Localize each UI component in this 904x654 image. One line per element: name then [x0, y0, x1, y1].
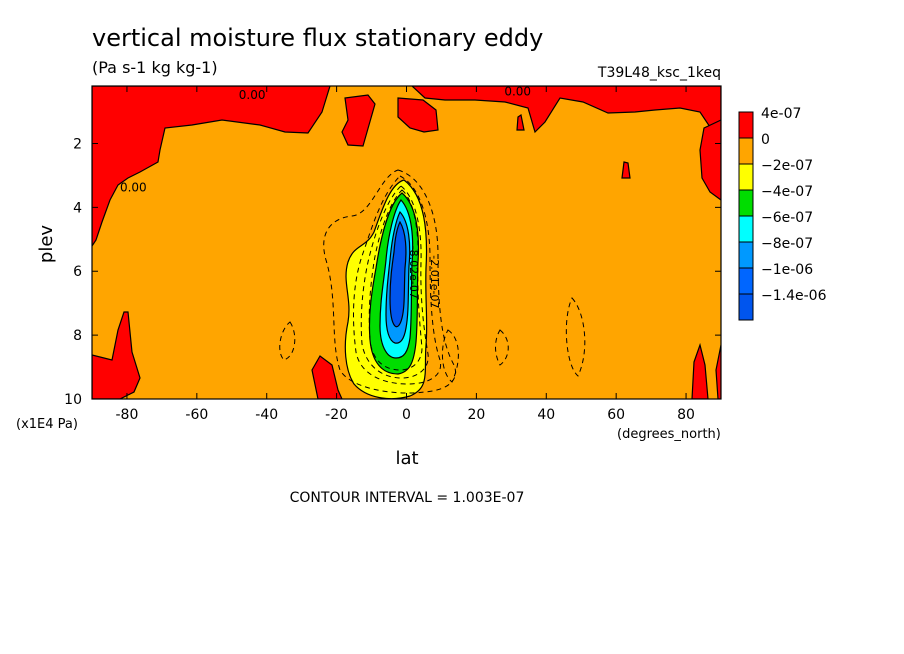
x-tick-label: -80 [116, 407, 139, 423]
deep-blue-core [389, 220, 407, 328]
contour-label: -2.01e-07 [428, 255, 441, 308]
color-legend: 4e-07 0 −2e-07 −4e-07 −6e-07 −8e-07 −1e-06 −1.4… [738, 106, 827, 321]
legend-label: −1e-06 [761, 262, 813, 278]
contour-label: -8.02e-07 [407, 246, 420, 299]
run-label: T39L48_ksc_1keq [597, 65, 721, 81]
y-axis-label: plev [36, 225, 57, 264]
legend-swatch [738, 293, 754, 321]
legend-swatch [738, 137, 754, 165]
red-spot-60 [621, 161, 631, 179]
legend-swatch [738, 241, 754, 269]
contour-lobe-np12 [442, 329, 459, 383]
red-bottom-left [92, 311, 141, 399]
y-axis: 2 4 6 8 10 [64, 136, 721, 408]
contour-4 [368, 189, 423, 371]
legend-swatch [738, 111, 754, 139]
y-tick-label: 10 [64, 392, 82, 408]
y-units-label: (x1E4 Pa) [16, 417, 78, 432]
legend-label: −6e-07 [761, 210, 813, 226]
red-bottom-right-edge [715, 344, 721, 399]
legend-swatch [738, 215, 754, 243]
legend-swatch [738, 163, 754, 191]
x-tick-label: 0 [402, 407, 411, 423]
x-tick-label: 80 [677, 407, 695, 423]
y-tick-label: 8 [73, 328, 82, 344]
contour-lobe-sp35 [279, 321, 296, 361]
legend-label: 4e-07 [761, 106, 801, 122]
x-tick-label: -40 [255, 407, 278, 423]
legend-label: −2e-07 [761, 158, 813, 174]
legend-label: 0 [761, 132, 770, 148]
positive-regions [92, 86, 721, 399]
red-bottom-sp20 [311, 355, 343, 399]
red-bottom-right [691, 342, 709, 399]
red-top-left-lobe [92, 86, 331, 248]
chart-title: vertical moisture flux stationary eddy [92, 24, 543, 52]
dashed-contours [279, 169, 586, 394]
legend-swatch [738, 189, 754, 217]
plot-area: 0.00 0.00 0.00 -2.01e-07 -8.02e-07 [92, 85, 721, 399]
contour-lobe-np25 [495, 329, 509, 366]
contour-lobe-np45 [565, 297, 586, 377]
red-spot-30 [516, 114, 525, 131]
contour-label: 0.00 [120, 180, 147, 194]
x-axis-label: lat [395, 448, 418, 469]
contour-label: 0.00 [504, 85, 531, 99]
y-tick-label: 2 [73, 136, 82, 152]
y-tick-label: 6 [73, 264, 82, 280]
x-tick-label: 60 [607, 407, 625, 423]
contour-label: 0.00 [239, 88, 266, 102]
negative-core [344, 179, 428, 399]
contour-outer [323, 169, 456, 394]
x-units-label: (degrees_north) [617, 427, 721, 442]
contour-interval-text: CONTOUR INTERVAL = 1.003E-07 [290, 490, 525, 506]
y-tick-label: 4 [73, 200, 82, 216]
legend-label: −1.4e-06 [761, 288, 827, 304]
x-tick-label: -20 [325, 407, 348, 423]
x-tick-label: 20 [467, 407, 485, 423]
contour-3 [360, 185, 429, 379]
legend-label: −4e-07 [761, 184, 813, 200]
legend-label: −8e-07 [761, 236, 813, 252]
legend-swatch [738, 267, 754, 295]
red-top-spot-small [397, 97, 439, 133]
contour-labels: 0.00 0.00 0.00 -2.01e-07 -8.02e-07 [120, 85, 531, 308]
red-right-edge [699, 119, 721, 201]
chart-units: (Pa s-1 kg kg-1) [92, 58, 218, 77]
x-tick-label: 40 [537, 407, 555, 423]
x-tick-label: -60 [185, 407, 208, 423]
contour-2 [353, 175, 442, 385]
x-axis: -80 -60 -40 -20 0 20 40 60 80 [116, 86, 695, 423]
red-top-middle-spots [341, 94, 376, 147]
